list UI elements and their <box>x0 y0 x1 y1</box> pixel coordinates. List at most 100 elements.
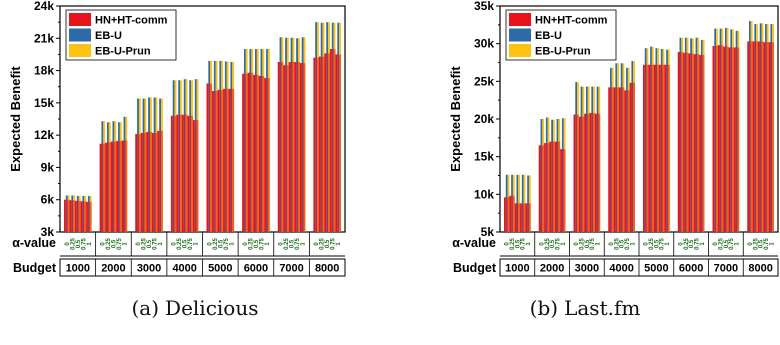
bar-hn-overlay <box>123 140 128 232</box>
bar-hn-overlay <box>178 114 182 232</box>
alpha-value-label: 0.25 <box>284 238 290 250</box>
bar-hn-ht-comm <box>176 114 179 232</box>
budget-label: 4000 <box>172 263 196 275</box>
bar-hn-ht-comm <box>554 141 557 232</box>
bar-hn-ht-comm <box>110 141 113 232</box>
bar-hn-overlay <box>137 134 141 232</box>
alpha-value-label: 0.25 <box>580 238 586 250</box>
bar-hn-ht-comm <box>688 53 691 233</box>
y-tick-label: 5k <box>481 225 495 239</box>
legend-hn-ht-comm-swatch <box>69 13 91 26</box>
alpha-value-label: 0.75 <box>590 238 596 250</box>
bar-hn-overlay <box>516 203 521 232</box>
bar-hn-ht-comm <box>560 149 562 232</box>
bar-hn-overlay <box>540 145 545 232</box>
alpha-value-label: 0.25 <box>213 238 219 250</box>
bar-hn-ht-comm <box>514 203 517 232</box>
alpha-value-label: 0.75 <box>331 238 337 250</box>
bar-hn-ht-comm <box>648 64 651 232</box>
bar-hn-ht-comm <box>277 61 280 232</box>
alpha-value-label: 1 <box>265 242 271 246</box>
bar-hn-overlay <box>101 143 106 232</box>
bar-hn-ht-comm <box>520 203 522 232</box>
bar-hn-ht-comm <box>509 195 512 232</box>
bar-hn-ht-comm <box>223 88 225 232</box>
bar-hn-overlay <box>106 142 111 232</box>
caption-text: Last.fm <box>564 296 641 320</box>
bar-hn-overlay <box>243 73 248 232</box>
alpha-value-label: 1 <box>630 242 636 246</box>
bar-hn-overlay <box>700 54 705 232</box>
bar-hn-ht-comm <box>242 73 244 232</box>
bar-hn-overlay <box>666 64 670 232</box>
bar-hn-ht-comm <box>146 131 149 232</box>
bar-hn-overlay <box>208 83 213 232</box>
budget-label: 1000 <box>66 263 90 275</box>
bar-hn-ht-comm <box>653 64 656 232</box>
bar-hn-ht-comm <box>299 63 302 233</box>
caption-label: (a) <box>131 296 160 320</box>
bar-hn-overlay <box>620 87 625 232</box>
budget-label: 7000 <box>714 263 738 275</box>
alpha-value-label: 0 <box>644 242 650 246</box>
alpha-value-label: 0.75 <box>521 238 527 250</box>
bar-hn-ht-comm <box>116 141 119 232</box>
alpha-value-label: 0.25 <box>70 238 76 250</box>
bar-hn-ht-comm <box>629 82 632 232</box>
bar-hn-ht-comm <box>99 143 102 232</box>
bar-hn-overlay <box>326 53 330 232</box>
y-tick-label: 12k <box>34 128 54 142</box>
alpha-value-label: 0.5 <box>325 239 331 248</box>
bar-hn-ht-comm <box>664 64 667 232</box>
y-tick-label: 25k <box>474 74 494 88</box>
alpha-value-label: 0.75 <box>81 238 87 250</box>
bar-hn-overlay <box>71 200 76 232</box>
bar-hn-ht-comm <box>618 87 621 232</box>
bar-hn-ht-comm <box>763 42 766 232</box>
bar-hn-overlay <box>644 64 649 232</box>
bar-hn-overlay <box>505 197 510 232</box>
bar-hn-ht-comm <box>217 89 220 232</box>
alpha-value-label: 0 <box>172 242 178 246</box>
bar-hn-overlay <box>65 199 70 232</box>
legend-hn-ht-comm-label: HN+HT-comm <box>535 15 608 27</box>
bar-hn-ht-comm <box>86 201 88 232</box>
bar-hn-overlay <box>224 88 229 232</box>
budget-row-label: Budget <box>13 261 57 275</box>
chart-panel-lastfm: Expected Benefit 5k 10k 15k 20k 25k 30k 35k HN+H… <box>390 0 780 345</box>
alpha-value-label: 0 <box>100 242 106 246</box>
budget-label: 2000 <box>101 263 125 275</box>
bar-hn-overlay <box>610 87 614 232</box>
bar-hn-overlay <box>194 120 199 232</box>
bar-hn-overlay <box>159 130 163 232</box>
y-axis-label: Expected Benefit <box>8 66 23 172</box>
legend-eb-u-prun-swatch <box>509 44 531 57</box>
bar-hn-overlay <box>679 51 684 232</box>
budget-label: 6000 <box>679 263 703 275</box>
bar-hn-overlay <box>631 82 635 232</box>
bar-hn-ht-comm <box>80 201 83 232</box>
bar-hn-ht-comm <box>140 132 143 232</box>
bar-hn-ht-comm <box>264 78 267 232</box>
bar-hn-overlay <box>759 41 764 233</box>
bar-hn-overlay <box>749 41 753 233</box>
budget-label: 3000 <box>137 263 161 275</box>
bar-hn-ht-comm <box>693 54 696 232</box>
bar-hn-overlay <box>183 114 188 232</box>
y-tick-label: 30k <box>474 37 494 51</box>
budget-label: 5000 <box>208 263 232 275</box>
bar-hn-overlay <box>76 200 81 232</box>
bar-hn-overlay <box>315 57 319 233</box>
bar-hn-ht-comm <box>335 54 338 232</box>
alpha-value-label: 1 <box>301 242 307 246</box>
budget-label: 3000 <box>575 263 599 275</box>
caption-text: Delicious <box>165 296 259 320</box>
alpha-value-label: 0 <box>314 242 320 246</box>
bar-hn-overlay <box>575 114 579 232</box>
alpha-value-label: 0.75 <box>764 238 770 250</box>
bar-hn-ht-comm <box>206 83 209 232</box>
alpha-value-label: 0.5 <box>218 239 224 248</box>
bar-hn-ht-comm <box>589 112 592 232</box>
alpha-value-label: 0.5 <box>620 239 626 248</box>
alpha-value-label: 0.75 <box>188 238 194 250</box>
